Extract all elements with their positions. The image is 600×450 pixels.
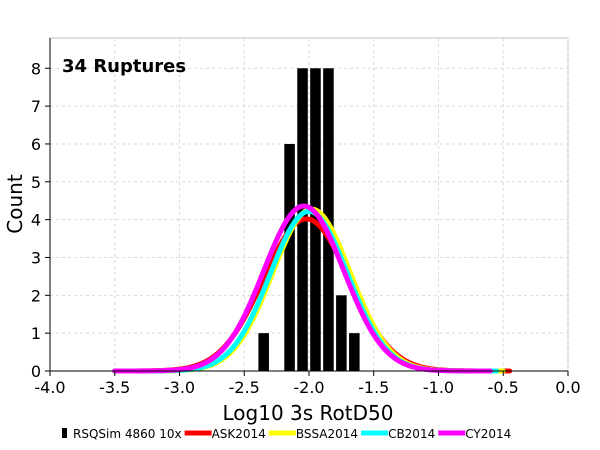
x-tick-label: 0.0 xyxy=(555,378,580,397)
y-tick-label: 6 xyxy=(31,135,41,154)
legend-swatch xyxy=(62,428,67,438)
y-axis-title: Count xyxy=(3,174,27,234)
y-tick-label: 0 xyxy=(31,362,41,381)
x-tick-label: -0.5 xyxy=(488,378,519,397)
legend-item: CB2014 xyxy=(361,427,435,441)
y-tick-label: 3 xyxy=(31,248,41,267)
x-tick-label: -2.5 xyxy=(229,378,260,397)
legend: RSQSim 4860 10x ASK2014 BSSA2014 CB2014 CY20… xyxy=(62,427,511,441)
legend-item: RSQSim 4860 10x xyxy=(62,427,182,441)
histogram-bar xyxy=(336,295,347,371)
x-tick-label: -4.0 xyxy=(34,378,65,397)
series-line-cy2014 xyxy=(112,203,493,374)
y-tick-label: 7 xyxy=(31,97,41,116)
legend-label: RSQSim 4860 10x xyxy=(73,427,182,441)
y-tick-label: 5 xyxy=(31,173,41,192)
legend-label: BSSA2014 xyxy=(296,427,358,441)
histogram-bar xyxy=(258,333,269,371)
x-tick-label: -1.0 xyxy=(423,378,454,397)
histogram-bar xyxy=(284,143,295,371)
y-tick-label: 4 xyxy=(31,211,41,230)
legend-label: ASK2014 xyxy=(212,427,266,441)
legend-item: CY2014 xyxy=(438,427,511,441)
annotation-label: 34 Ruptures xyxy=(62,56,186,77)
y-tick-label: 2 xyxy=(31,286,41,305)
plot-area: -4.0 -3.5 -3.0 -2.5 -2.0 -1.5 -1.0 -0.5 0.001234… xyxy=(31,37,581,397)
legend-label: CY2014 xyxy=(465,427,511,441)
legend-label: CB2014 xyxy=(388,427,435,441)
x-tick-label: -3.5 xyxy=(99,378,130,397)
y-tick-label: 1 xyxy=(31,324,41,343)
x-tick-label: -2.0 xyxy=(293,378,324,397)
x-axis-title: Log10 3s RotD50 xyxy=(223,401,394,425)
legend-item: ASK2014 xyxy=(184,427,266,441)
histogram-bar xyxy=(349,333,360,371)
x-tick-label: -1.5 xyxy=(358,378,389,397)
legend-item: BSSA2014 xyxy=(268,427,358,441)
x-tick-label: -3.0 xyxy=(164,378,195,397)
y-tick-label: 8 xyxy=(31,59,41,78)
